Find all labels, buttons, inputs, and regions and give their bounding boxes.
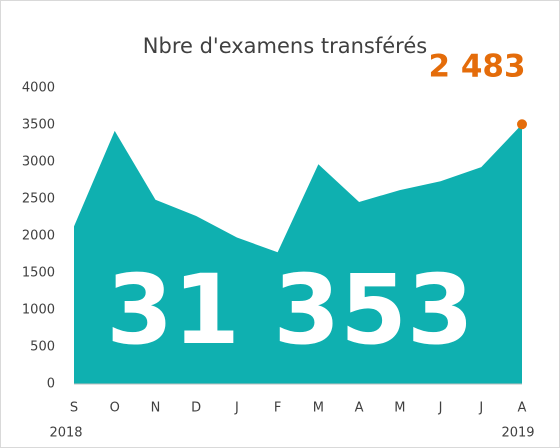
year-label: 2018 (49, 426, 82, 441)
chart-title: Nbre d'examens transférés (143, 34, 427, 58)
x-tick-label: A (355, 401, 364, 416)
year-label: 2019 (501, 426, 534, 441)
x-tick-label: J (234, 401, 239, 416)
x-tick-label: M (313, 401, 324, 416)
y-tick-label: 2500 (22, 192, 55, 207)
x-tick-label: J (438, 401, 443, 416)
y-tick-label: 0 (47, 377, 55, 392)
x-tick-label: J (478, 401, 483, 416)
annotation: 2 483 (428, 49, 525, 85)
x-tick-label: F (274, 401, 281, 416)
y-tick-label: 4000 (22, 81, 55, 96)
y-tick-label: 1000 (22, 303, 55, 318)
x-tick-label: N (151, 401, 161, 416)
area (74, 124, 522, 384)
x-tick-label: A (518, 401, 527, 416)
big-total: 31 353 (106, 254, 473, 366)
x-tick-label: D (191, 401, 201, 416)
x-tick-label: M (394, 401, 405, 416)
y-tick-label: 3000 (22, 155, 55, 170)
x-tick-label: O (110, 401, 120, 416)
y-tick-label: 1500 (22, 266, 55, 281)
y-tick-label: 500 (30, 340, 55, 355)
y-tick-label: 3500 (22, 118, 55, 133)
y-tick-label: 2000 (22, 229, 55, 244)
x-tick-label: S (70, 401, 78, 416)
point-marker (517, 119, 527, 130)
